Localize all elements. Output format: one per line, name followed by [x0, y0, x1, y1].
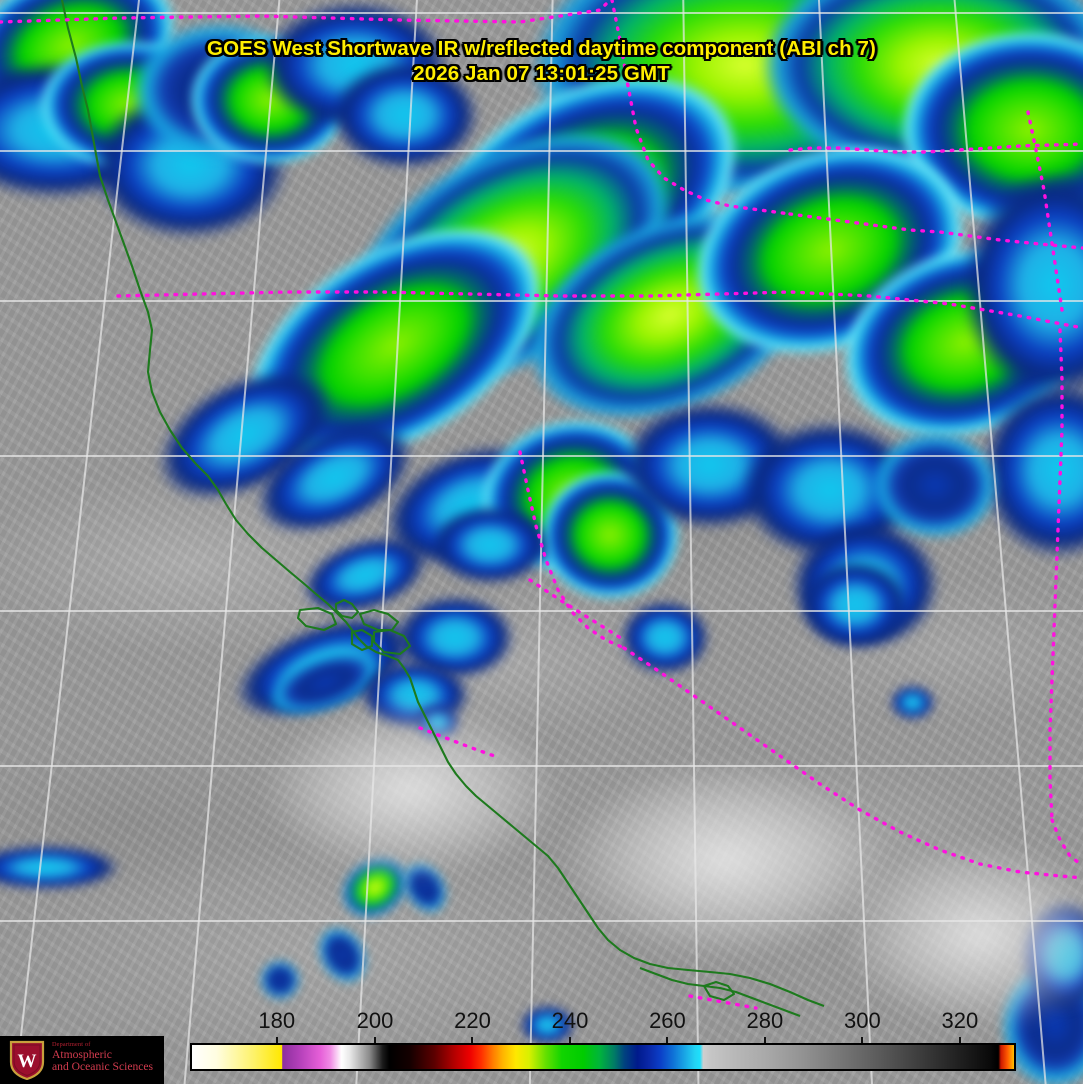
colorbar — [190, 1043, 1016, 1071]
coastline-path — [639, 967, 801, 1017]
political-border — [1026, 110, 1064, 312]
aos-logo: W Department of Atmospheric and Oceanic … — [0, 1036, 164, 1084]
cloud-blob — [330, 60, 480, 170]
cloud-blob — [0, 845, 120, 890]
political-border — [116, 290, 1083, 330]
colorbar-tick-mark — [763, 1037, 766, 1046]
colorbar-tick-label: 300 — [844, 1008, 881, 1033]
colorbar-tick-label: 240 — [551, 1008, 589, 1033]
political-border — [788, 142, 1083, 154]
colorbar-tick-mark — [374, 1037, 377, 1046]
colorbar-tick-mark — [275, 1037, 278, 1046]
coastline-detail — [372, 628, 412, 656]
cloud-blob — [620, 600, 710, 675]
political-border — [1048, 328, 1064, 822]
colorbar-tick-mark — [666, 1037, 669, 1046]
colorbar-tick-mark — [568, 1037, 571, 1046]
political-border — [518, 450, 626, 650]
logo-name-line-2: and Oceanic Sciences — [52, 1059, 154, 1073]
cloud-blob — [260, 700, 560, 880]
cloud-blob — [840, 840, 1083, 1030]
colorbar-tick-mark — [471, 1037, 474, 1046]
political-border — [622, 646, 1083, 880]
logo-name-line-1: Atmospheric — [52, 1047, 112, 1061]
colorbar-ticks: 180 200 220 240 260 280 300 320 — [0, 1008, 1083, 1046]
cloud-blob — [890, 685, 935, 720]
aos-logo-text: Department of Atmospheric and Oceanic Sc… — [52, 1041, 164, 1073]
coastline-detail — [702, 980, 736, 1002]
uw-crest-icon: W — [9, 1040, 45, 1080]
colorbar-tick-mark — [958, 1037, 961, 1046]
colorbar-tick-label: 220 — [454, 1008, 491, 1033]
political-border — [418, 726, 502, 760]
cloud-blob — [800, 560, 910, 650]
coastline-path — [60, 0, 825, 1007]
svg-text:W: W — [18, 1051, 37, 1072]
political-border — [0, 0, 612, 24]
political-border — [788, 212, 1083, 250]
latitude-line — [0, 12, 1083, 14]
latitude-line — [0, 300, 1083, 302]
coastline-detail — [334, 598, 360, 620]
colorbar-tick-label: 200 — [356, 1008, 394, 1033]
political-border — [610, 0, 792, 216]
latitude-line — [0, 920, 1083, 922]
logo-dept-line: Department of — [52, 1041, 91, 1048]
colorbar-tick-label: 180 — [258, 1008, 296, 1033]
cloud-blob — [870, 430, 1000, 540]
colorbar-tick-label: 280 — [746, 1008, 784, 1033]
cloud-blob — [260, 960, 300, 1000]
colorbar-tick-label: 320 — [941, 1008, 979, 1033]
latitude-line — [0, 765, 1083, 767]
coastline-detail — [358, 608, 400, 632]
cloud-blob — [430, 505, 550, 585]
coastline-detail — [296, 606, 338, 632]
political-border — [688, 994, 758, 1010]
latitude-line — [0, 150, 1083, 152]
colorbar-tick-mark — [861, 1037, 864, 1046]
latitude-line — [0, 610, 1083, 612]
colorbar-tick-label: 260 — [649, 1008, 686, 1033]
coastline-detail — [350, 628, 374, 652]
political-border — [1050, 818, 1083, 868]
political-border — [528, 578, 626, 642]
